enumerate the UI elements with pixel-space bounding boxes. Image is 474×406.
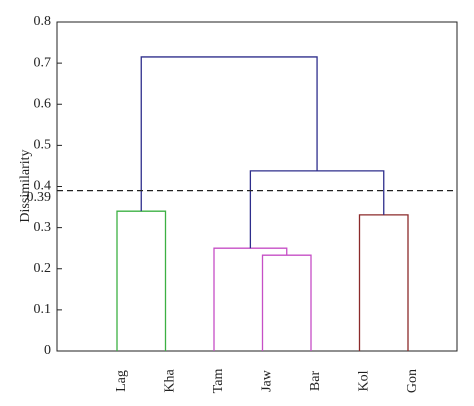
y-tick-label: 0.5: [34, 138, 52, 153]
leaf-label: Jaw: [260, 369, 275, 392]
leaf-label: Kol: [357, 370, 372, 391]
y-tick-label: 0.6: [34, 96, 52, 111]
y-tick-label: 0: [44, 343, 51, 358]
merge-link: [261, 254, 312, 351]
merge-link: [249, 170, 385, 249]
merge-link: [358, 214, 409, 351]
merge-link: [116, 210, 167, 351]
merge-link: [140, 56, 318, 212]
leaf-label: Gon: [405, 369, 420, 393]
leaf-label: Tam: [211, 369, 226, 394]
leaf-label: Kha: [163, 369, 178, 393]
y-tick-label: 0.1: [34, 302, 52, 317]
leaf-label: Bar: [308, 371, 323, 392]
leaf-label: Lag: [114, 370, 129, 392]
y-tick-label: 0.2: [34, 261, 52, 276]
merge-link: [213, 247, 288, 351]
y-tick-label: 0.4: [34, 179, 52, 194]
y-tick-label: 0.3: [34, 220, 52, 235]
threshold-label: 0.39: [27, 190, 52, 205]
y-tick-label: 0.7: [34, 55, 52, 70]
y-tick-label: 0.8: [34, 14, 52, 29]
y-axis-label: Dissimilarity: [18, 149, 33, 222]
